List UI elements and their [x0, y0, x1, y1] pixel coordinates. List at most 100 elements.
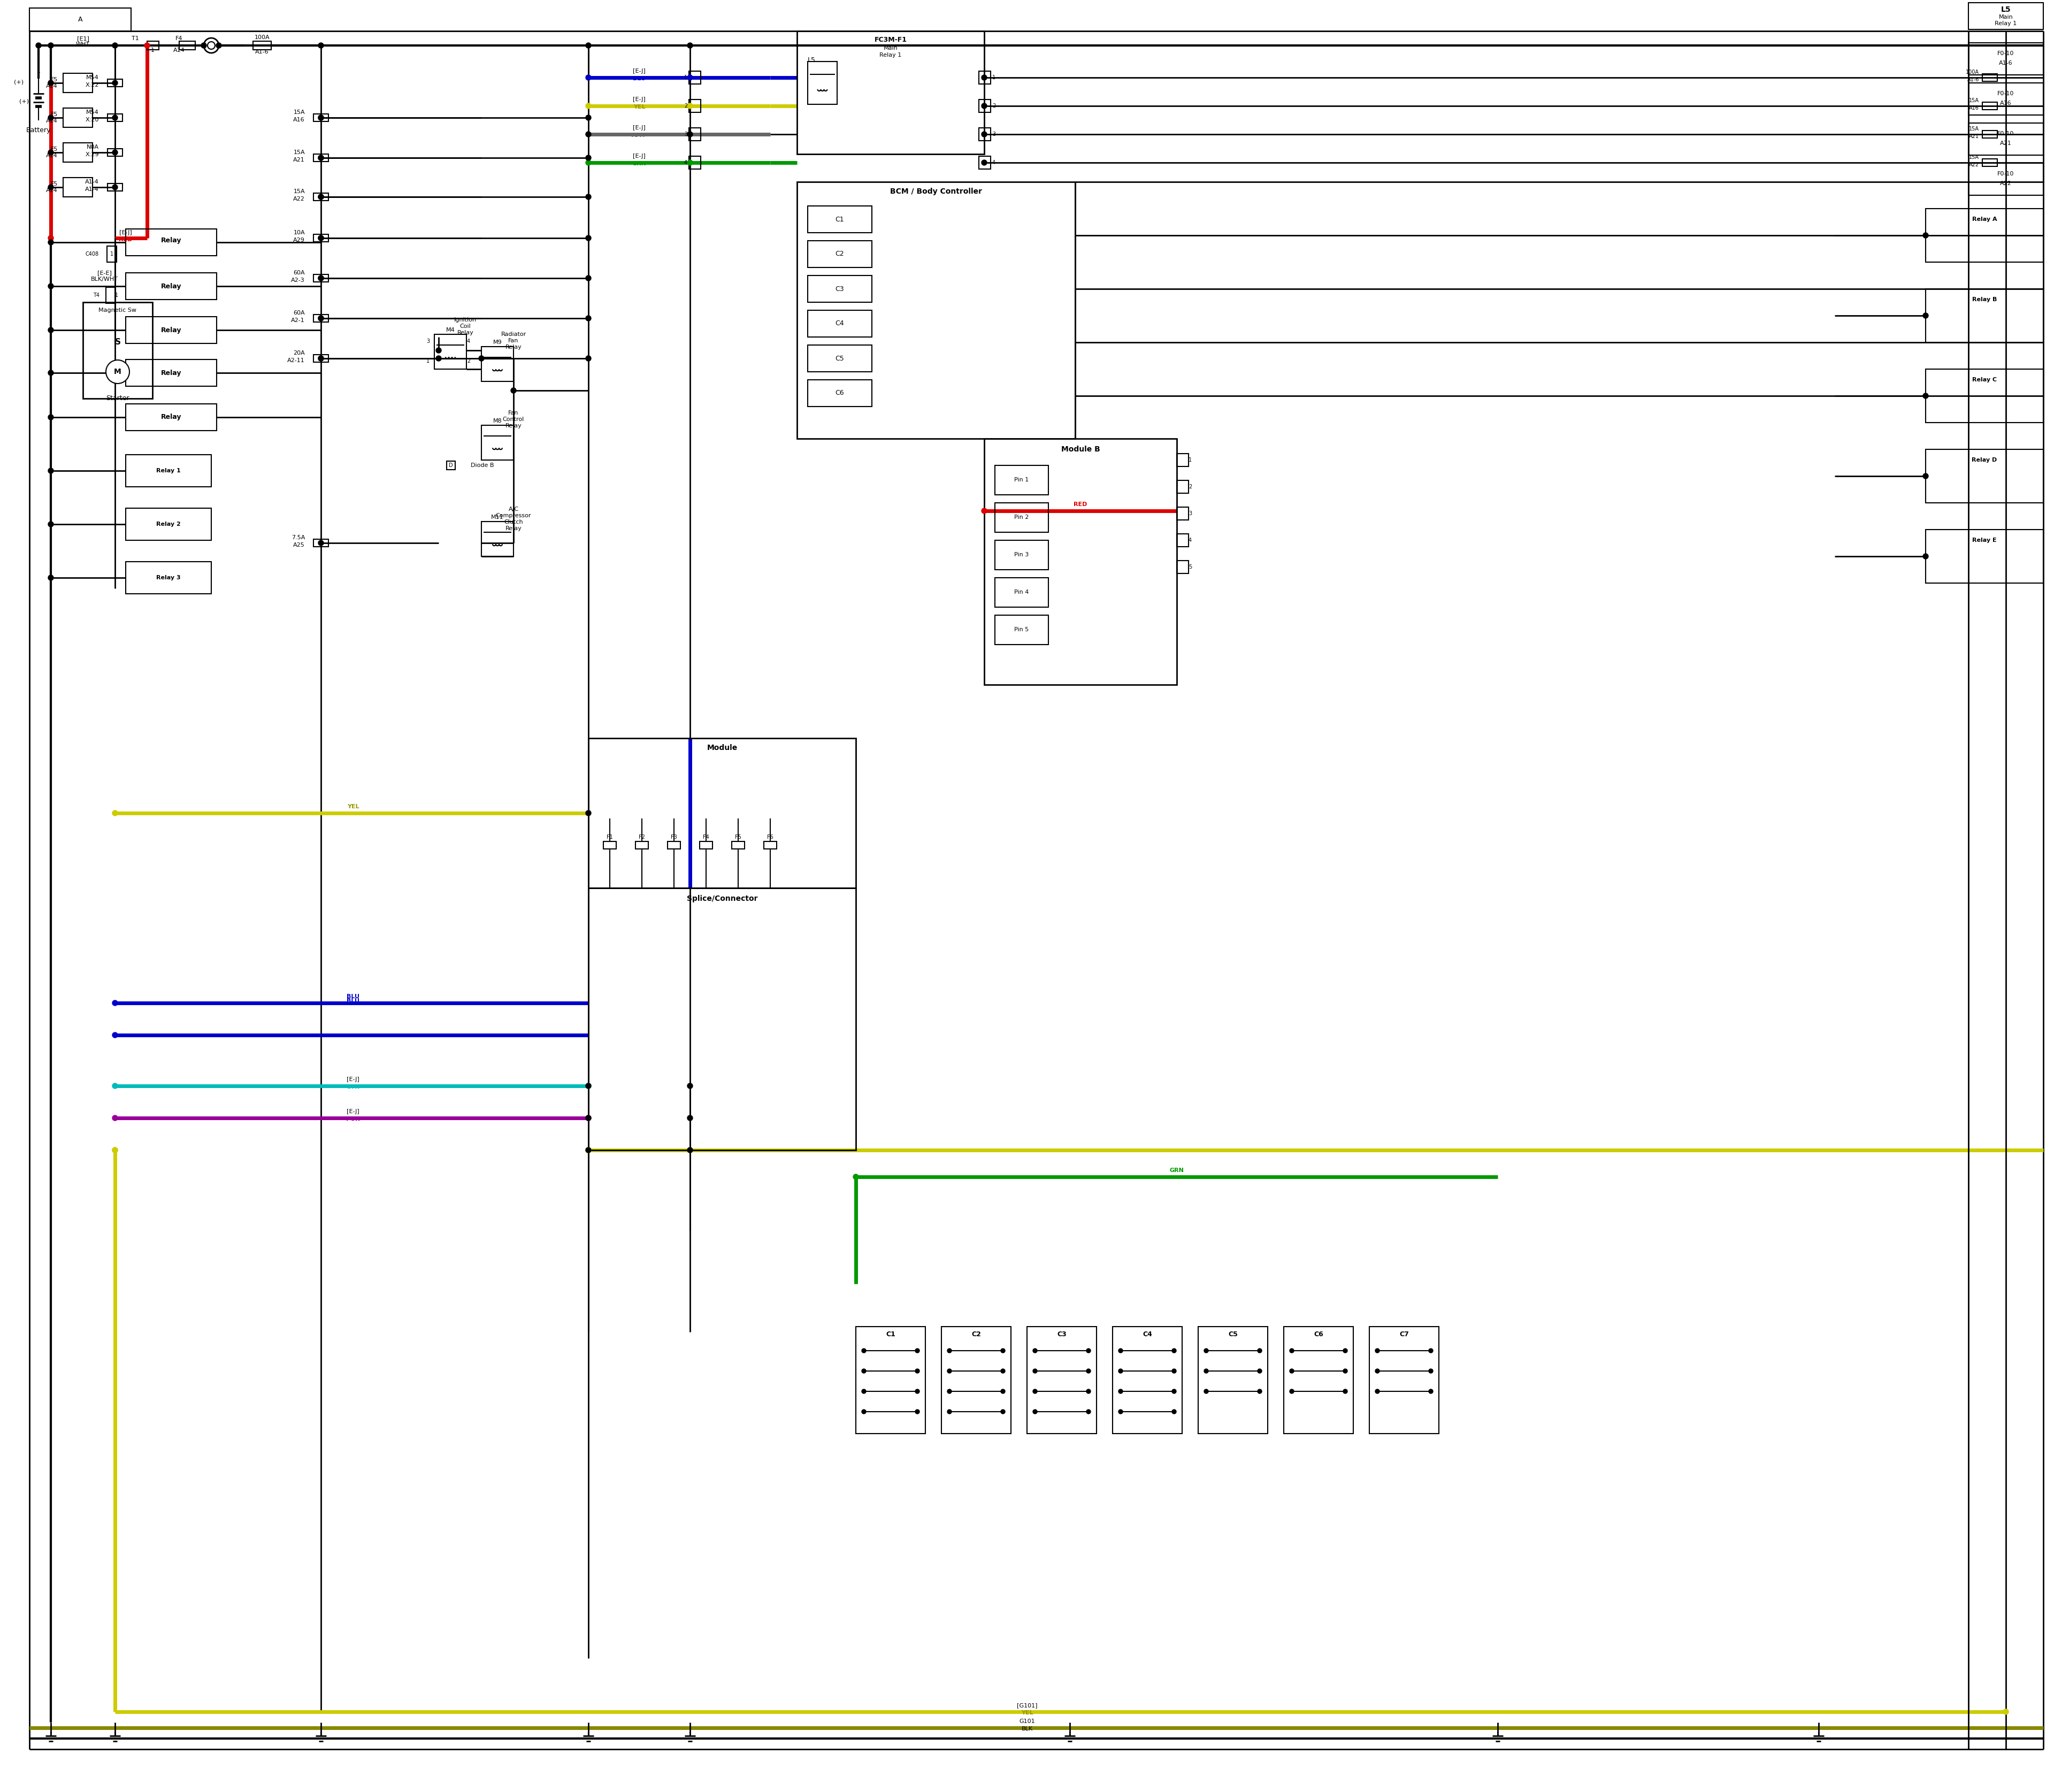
Bar	[314, 194, 329, 201]
Bar	[481, 521, 514, 556]
Circle shape	[1033, 1389, 1037, 1394]
Text: BLK/WHT: BLK/WHT	[90, 276, 117, 281]
Circle shape	[113, 115, 117, 120]
Text: A1-4: A1-4	[84, 186, 99, 192]
Text: 15A: 15A	[1970, 154, 1980, 159]
Bar	[797, 30, 984, 154]
Circle shape	[47, 43, 53, 48]
Circle shape	[863, 1369, 867, 1373]
Text: M11: M11	[491, 514, 503, 520]
Bar	[994, 615, 1048, 645]
Bar	[1968, 43, 2044, 75]
Circle shape	[318, 357, 325, 360]
Circle shape	[688, 1147, 692, 1152]
Text: GRN: GRN	[633, 161, 647, 167]
Circle shape	[318, 194, 325, 199]
Bar	[314, 539, 329, 547]
Text: F0-10: F0-10	[1996, 131, 2015, 136]
Bar	[731, 842, 744, 849]
Text: F0-10: F0-10	[1996, 91, 2015, 97]
Text: 4: 4	[466, 339, 470, 344]
Circle shape	[852, 1174, 859, 1179]
Text: C3: C3	[1058, 1331, 1066, 1339]
Circle shape	[318, 357, 325, 360]
Circle shape	[435, 348, 442, 353]
Circle shape	[511, 387, 516, 392]
Text: M54: M54	[86, 109, 99, 115]
Circle shape	[203, 38, 220, 54]
Circle shape	[1119, 1369, 1124, 1373]
Circle shape	[1290, 1349, 1294, 1353]
Text: A22: A22	[1970, 161, 1980, 167]
Circle shape	[1204, 1349, 1208, 1353]
Bar	[688, 100, 700, 113]
Bar	[125, 509, 212, 539]
Bar	[1968, 124, 2044, 156]
Text: G101: G101	[1019, 1719, 1035, 1724]
Text: (+): (+)	[18, 99, 29, 104]
Circle shape	[688, 104, 692, 109]
Circle shape	[585, 276, 592, 281]
Bar	[668, 842, 680, 849]
Text: A14: A14	[45, 188, 58, 194]
Bar	[125, 317, 216, 344]
Circle shape	[982, 131, 986, 136]
Text: A16: A16	[2001, 100, 2011, 106]
Text: Clutch: Clutch	[503, 520, 524, 525]
Text: A21: A21	[1970, 134, 1980, 140]
Text: M8: M8	[493, 418, 501, 423]
Text: F1: F1	[606, 835, 612, 840]
Bar	[807, 61, 838, 104]
Circle shape	[1257, 1389, 1261, 1394]
Text: A25: A25	[294, 543, 304, 548]
Text: Relay: Relay	[160, 369, 181, 376]
Circle shape	[1923, 554, 1929, 559]
Circle shape	[585, 75, 592, 81]
Circle shape	[47, 575, 53, 581]
Text: BLU: BLU	[347, 995, 359, 1000]
Circle shape	[688, 159, 692, 165]
Text: Relay: Relay	[505, 525, 522, 530]
Bar	[314, 235, 329, 242]
Text: L5: L5	[2001, 5, 2011, 13]
Text: A2-11: A2-11	[288, 358, 304, 364]
Circle shape	[1087, 1369, 1091, 1373]
Circle shape	[318, 115, 325, 120]
Text: M9: M9	[493, 340, 501, 346]
Circle shape	[982, 104, 986, 109]
Text: 2: 2	[466, 358, 470, 364]
Text: C7: C7	[1399, 1331, 1409, 1339]
Circle shape	[144, 43, 150, 48]
Text: C1: C1	[885, 1331, 896, 1339]
Circle shape	[863, 1349, 867, 1353]
Text: 15A: 15A	[1970, 125, 1980, 131]
Circle shape	[113, 1082, 117, 1088]
Bar	[688, 127, 700, 142]
Text: A22: A22	[2001, 181, 2011, 186]
Bar	[179, 41, 195, 50]
Circle shape	[982, 159, 986, 165]
Bar	[700, 842, 713, 849]
Bar	[314, 115, 329, 122]
Circle shape	[585, 156, 592, 161]
Text: A21: A21	[2001, 142, 2011, 145]
Text: A16: A16	[1970, 106, 1980, 111]
Bar	[980, 72, 990, 84]
Bar	[125, 561, 212, 593]
Text: 5: 5	[1189, 564, 1191, 570]
Text: F4: F4	[175, 36, 183, 41]
Circle shape	[1033, 1349, 1037, 1353]
Text: C6: C6	[836, 389, 844, 396]
Text: 2: 2	[1189, 484, 1191, 489]
Bar	[980, 100, 990, 113]
Text: RED: RED	[119, 237, 134, 242]
Bar	[125, 229, 216, 256]
Text: 1: 1	[115, 292, 119, 297]
Circle shape	[479, 357, 485, 360]
Circle shape	[585, 1115, 592, 1120]
Bar	[1968, 82, 2044, 115]
Circle shape	[585, 159, 592, 165]
Text: BLK: BLK	[1021, 1726, 1033, 1731]
Text: BLU: BLU	[347, 998, 359, 1004]
Circle shape	[982, 509, 986, 514]
